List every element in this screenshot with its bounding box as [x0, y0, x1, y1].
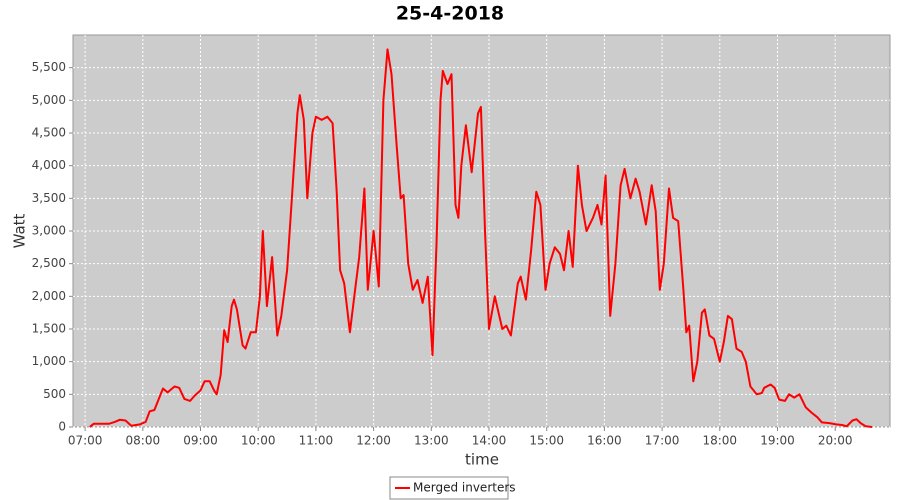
- x-tick-label: 12:00: [356, 434, 391, 448]
- x-tick-label: 16:00: [587, 434, 622, 448]
- y-tick-label: 1,500: [32, 322, 66, 336]
- x-tick-label: 13:00: [414, 434, 449, 448]
- legend-box: [389, 476, 509, 500]
- chart-title: 25-4-2018: [396, 3, 504, 25]
- y-tick-label: 2,000: [32, 289, 66, 303]
- y-tick-label: 3,000: [32, 224, 66, 238]
- x-tick-label: 17:00: [645, 434, 680, 448]
- x-tick-label: 08:00: [126, 434, 161, 448]
- y-tick-label: 4,500: [32, 126, 66, 140]
- x-tick-label: 20:00: [818, 434, 853, 448]
- y-tick-label: 500: [43, 387, 66, 401]
- x-tick-label: 18:00: [702, 434, 737, 448]
- x-axis-label: time: [465, 451, 499, 469]
- x-tick-label: 07:00: [68, 434, 103, 448]
- y-tick-label: 5,500: [32, 60, 66, 74]
- x-tick-label: 14:00: [472, 434, 507, 448]
- y-tick-label: 4,000: [32, 158, 66, 172]
- x-tick-label: 10:00: [241, 434, 276, 448]
- y-tick-label: 0: [58, 420, 66, 434]
- y-tick-label: 2,500: [32, 256, 66, 270]
- legend-label: Merged inverters: [413, 481, 516, 495]
- y-tick-label: 1,000: [32, 354, 66, 368]
- y-axis-label: Watt: [11, 213, 29, 248]
- data-line: [89, 48, 873, 428]
- y-tick-label: 5,000: [32, 93, 66, 107]
- y-tick-label: 3,500: [32, 191, 66, 205]
- x-tick-label: 11:00: [299, 434, 334, 448]
- x-tick-label: 15:00: [529, 434, 564, 448]
- x-tick-label: 09:00: [183, 434, 218, 448]
- x-tick-label: 19:00: [760, 434, 795, 448]
